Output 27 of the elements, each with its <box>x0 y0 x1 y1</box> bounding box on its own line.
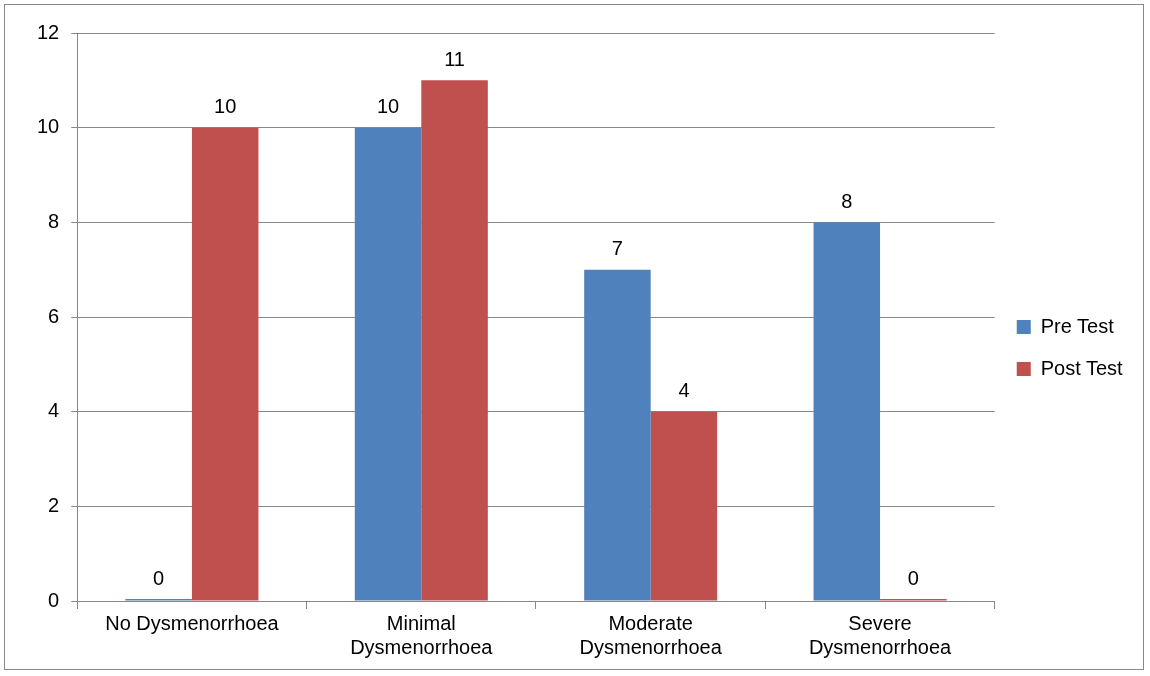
data-label: 11 <box>444 47 465 70</box>
data-label: 0 <box>153 566 165 589</box>
data-label: 7 <box>611 237 623 260</box>
bar <box>584 269 651 601</box>
x-tick-label: Minimal Dysmenorrhoea <box>350 611 494 658</box>
y-tick-label: 10 <box>37 115 60 138</box>
x-tick-label: Moderate Dysmenorrhoea <box>579 611 723 658</box>
bar <box>191 127 259 601</box>
data-label: 4 <box>678 379 690 402</box>
y-tick-label: 6 <box>48 304 60 327</box>
y-tick-label: 0 <box>48 588 60 611</box>
bar <box>421 80 488 601</box>
x-tick-label: No Dysmenorrhoea <box>105 611 280 634</box>
data-label: 10 <box>214 95 237 118</box>
x-tick-label: Severe Dysmenorrhoea <box>808 611 953 658</box>
y-tick-label: 4 <box>48 399 60 422</box>
bar <box>813 222 881 601</box>
data-label: 8 <box>841 189 853 212</box>
legend-label: Post Test <box>1040 356 1124 379</box>
y-tick-label: 8 <box>48 209 60 232</box>
y-tick-label: 12 <box>37 20 60 43</box>
bar <box>650 411 718 601</box>
bar <box>354 127 422 601</box>
legend-label: Pre Test <box>1040 314 1115 337</box>
y-tick-label: 2 <box>48 493 60 516</box>
data-label: 10 <box>376 95 400 118</box>
data-label: 0 <box>907 566 919 589</box>
